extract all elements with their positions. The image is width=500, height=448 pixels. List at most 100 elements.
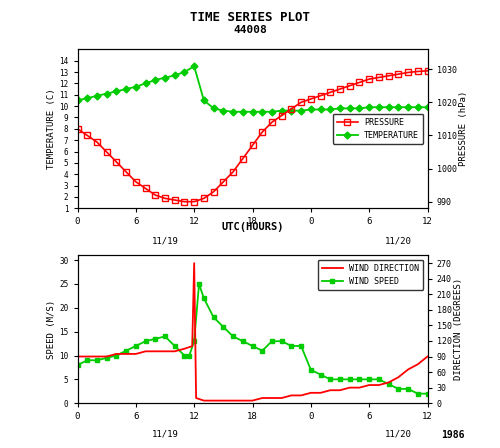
WIND SPEED [114,353,119,358]
PRESSURE [182,199,188,204]
TEMPERATURE [172,73,177,78]
Text: 11/19: 11/19 [152,430,178,439]
TEMPERATURE [84,95,90,101]
WIND DIRECTION [328,388,334,393]
WIND DIRECTION [74,354,80,359]
Text: TIME SERIES PLOT: TIME SERIES PLOT [190,11,310,24]
WIND SPEED [196,281,202,287]
PRESSURE [74,126,80,132]
WIND DIRECTION [94,354,100,359]
WIND DIRECTION [220,398,226,403]
WIND DIRECTION [366,382,372,388]
WIND SPEED [308,367,314,372]
PRESSURE [240,156,246,161]
PRESSURE [142,186,148,191]
WIND DIRECTION [182,346,188,351]
WIND DIRECTION [162,349,168,354]
TEMPERATURE [376,104,382,110]
TEMPERATURE [133,84,139,90]
TEMPERATURE [366,104,372,110]
TEMPERATURE [396,104,402,110]
TEMPERATURE [405,104,411,110]
PRESSURE [337,86,343,92]
PRESSURE [298,99,304,105]
WIND SPEED [288,343,294,349]
TEMPERATURE [356,106,362,111]
Y-axis label: DIRECTION (DEGREES): DIRECTION (DEGREES) [454,278,464,380]
WIND DIRECTION [288,393,294,398]
PRESSURE [201,196,207,201]
PRESSURE [376,75,382,80]
TEMPERATURE [308,107,314,112]
WIND DIRECTION [142,349,148,354]
WIND SPEED [74,362,80,368]
WIND SPEED [278,339,284,344]
Y-axis label: TEMPERATURE (C): TEMPERATURE (C) [48,89,56,169]
WIND SPEED [269,339,275,344]
TEMPERATURE [220,108,226,113]
PRESSURE [396,71,402,77]
PRESSURE [405,70,411,75]
TEMPERATURE [318,107,324,112]
TEMPERATURE [104,91,110,96]
WIND DIRECTION [172,349,177,354]
WIND SPEED [133,343,139,349]
WIND DIRECTION [133,351,139,357]
Text: 11/20: 11/20 [385,430,412,439]
PRESSURE [308,96,314,102]
WIND DIRECTION [191,260,197,266]
WIND SPEED [210,314,216,320]
PRESSURE [318,93,324,99]
Line: TEMPERATURE: TEMPERATURE [75,64,430,114]
WIND SPEED [386,381,392,387]
WIND DIRECTION [415,362,421,367]
WIND DIRECTION [269,395,275,401]
PRESSURE [133,179,139,185]
PRESSURE [230,169,236,175]
Y-axis label: SPEED (M/S): SPEED (M/S) [48,300,56,359]
WIND SPEED [182,353,188,358]
TEMPERATURE [94,93,100,99]
PRESSURE [104,149,110,155]
TEMPERATURE [74,98,80,103]
PRESSURE [424,68,430,73]
PRESSURE [172,198,177,203]
WIND SPEED [172,343,177,349]
WIND SPEED [220,324,226,330]
Legend: PRESSURE, TEMPERATURE: PRESSURE, TEMPERATURE [332,113,424,144]
Text: UTC(HOURS): UTC(HOURS) [221,222,284,232]
PRESSURE [210,189,216,194]
WIND DIRECTION [346,385,352,390]
WIND SPEED [318,372,324,377]
WIND DIRECTION [84,354,90,359]
PRESSURE [386,73,392,78]
TEMPERATURE [424,104,430,110]
WIND SPEED [240,339,246,344]
WIND SPEED [405,386,411,392]
PRESSURE [250,142,256,148]
WIND DIRECTION [123,351,129,357]
Text: 11/19: 11/19 [152,237,178,246]
WIND DIRECTION [230,398,236,403]
PRESSURE [366,77,372,82]
WIND DIRECTION [356,385,362,390]
WIND SPEED [259,348,265,353]
PRESSURE [84,133,90,138]
TEMPERATURE [386,104,392,110]
Y-axis label: PRESSURE (hPa): PRESSURE (hPa) [460,91,468,166]
WIND SPEED [230,334,236,339]
WIND DIRECTION [250,398,256,403]
WIND DIRECTION [376,382,382,388]
WIND SPEED [142,339,148,344]
WIND DIRECTION [210,398,216,403]
WIND SPEED [337,377,343,382]
TEMPERATURE [337,106,343,111]
WIND SPEED [346,377,352,382]
WIND DIRECTION [240,398,246,403]
WIND SPEED [250,343,256,349]
TEMPERATURE [269,109,275,114]
WIND DIRECTION [386,380,392,385]
WIND SPEED [201,296,207,301]
TEMPERATURE [201,98,207,103]
PRESSURE [278,113,284,118]
